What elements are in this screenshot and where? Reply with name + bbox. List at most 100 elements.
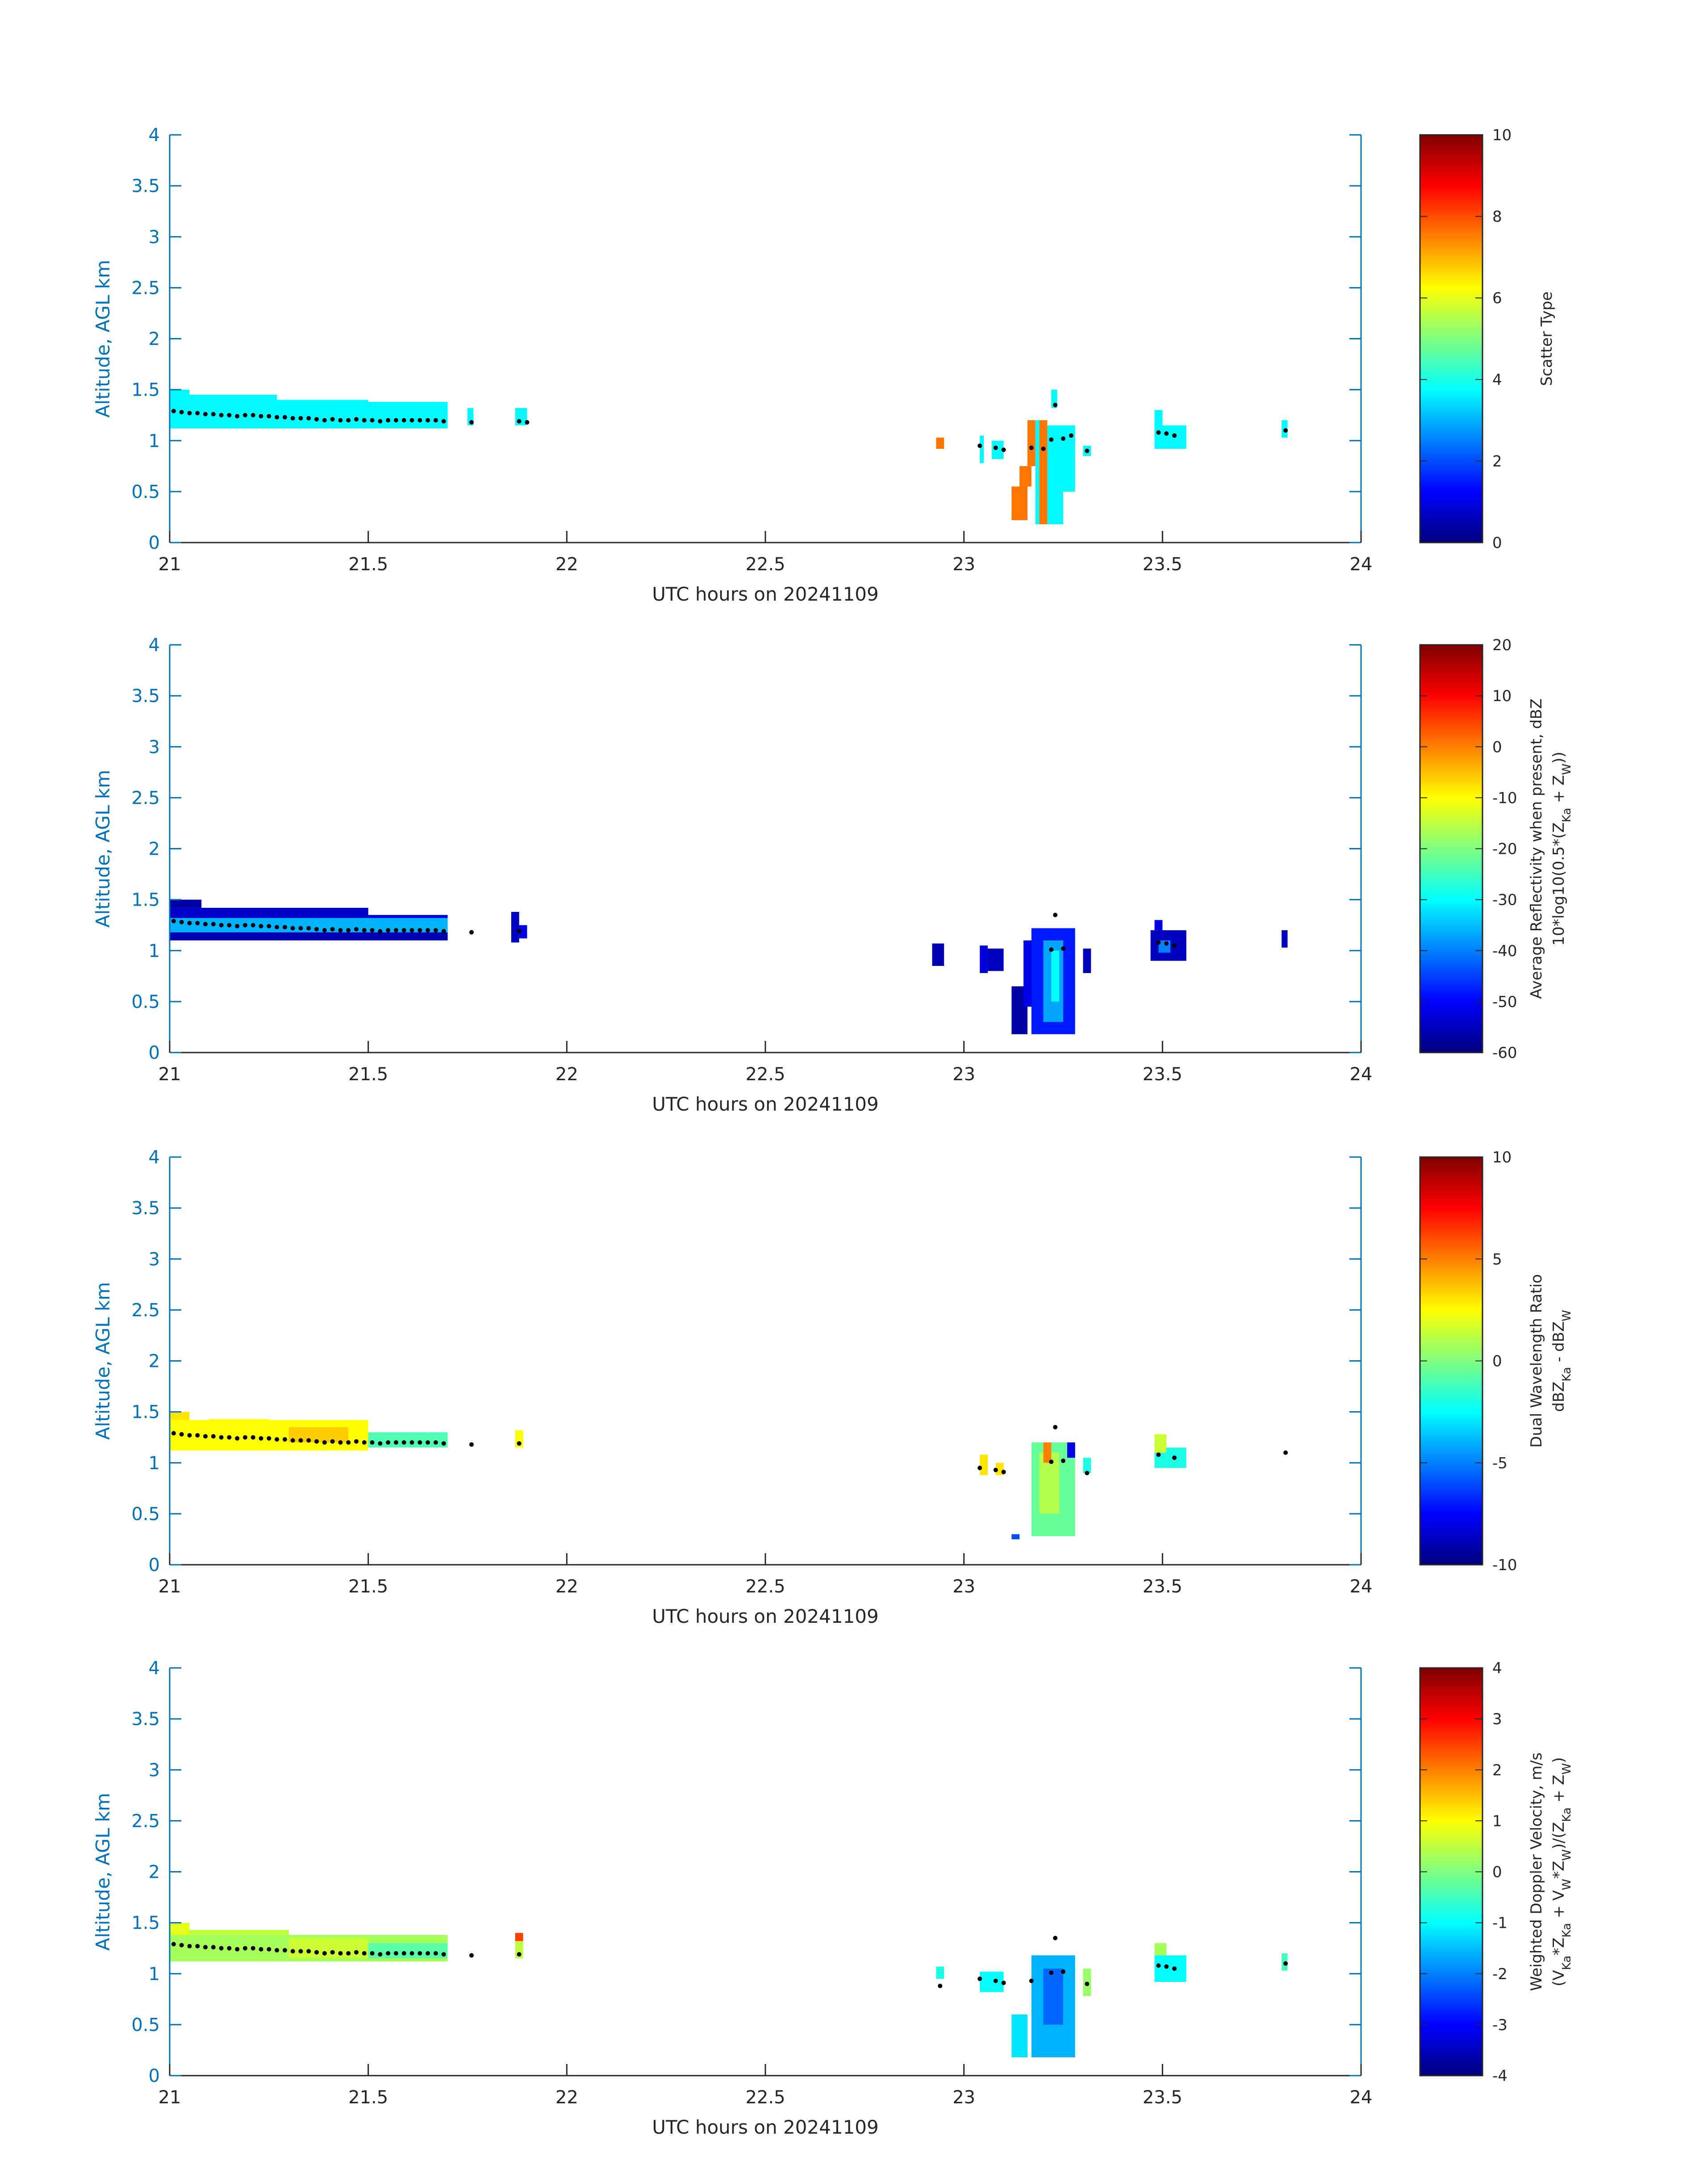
centroid-dot [362, 418, 367, 423]
heatmap-cell [936, 1966, 944, 1979]
x-tick-label: 23.5 [1143, 554, 1182, 575]
x-tick-label: 23 [952, 1576, 975, 1597]
centroid-dot [401, 418, 406, 423]
y-tick-label: 2 [149, 1862, 160, 1883]
centroid-dot [354, 1950, 359, 1955]
centroid-dot [1283, 428, 1288, 433]
y-axis-title: Altitude, AGL km [92, 1793, 114, 1951]
x-tick-label: 24 [1350, 554, 1373, 575]
y-tick-label: 1 [149, 431, 160, 451]
y-tick-label: 2 [149, 839, 160, 860]
colorbar-tick-label: -3 [1492, 2016, 1508, 2034]
x-tick-label: 22.5 [745, 2087, 785, 2108]
heatmap-cell [1011, 2014, 1027, 2057]
centroid-dot [441, 1952, 446, 1957]
centroid-dot [393, 1440, 398, 1445]
centroid-dot [219, 413, 224, 418]
centroid-dot [275, 1437, 280, 1442]
heatmap-cell [932, 943, 944, 966]
centroid-dot [346, 418, 351, 423]
centroid-dot [282, 925, 287, 930]
centroid-dot [1085, 1981, 1090, 1986]
x-tick-label: 23.5 [1143, 2087, 1182, 2108]
centroid-dot [275, 1948, 280, 1953]
centroid-dot [354, 417, 359, 422]
heatmap-cell [1011, 1534, 1020, 1539]
centroid-dot [1029, 1978, 1034, 1983]
centroid-dot [378, 929, 383, 934]
centroid-dot [362, 1951, 367, 1956]
centroid-dot [346, 1951, 351, 1956]
centroid-dot [179, 919, 184, 924]
centroid-dot [235, 414, 240, 418]
x-tick-label: 21 [159, 554, 181, 575]
heatmap-cell [1067, 1442, 1075, 1458]
centroid-dot [235, 1947, 240, 1951]
centroid-dot [211, 1945, 216, 1950]
centroid-dot [1049, 947, 1054, 952]
centroid-dot [275, 415, 280, 420]
centroid-dot [298, 926, 303, 931]
y-tick-label: 4 [149, 635, 160, 656]
centroid-dot [203, 1945, 208, 1950]
centroid-dot [330, 1439, 335, 1444]
centroid-dot [282, 415, 287, 420]
centroid-dot [426, 928, 430, 933]
x-tick-label: 21.5 [348, 1064, 388, 1085]
centroid-dot [219, 1435, 224, 1440]
heatmap-cell [209, 1419, 269, 1425]
y-tick-label: 0.5 [131, 1504, 160, 1525]
x-tick-label: 22 [555, 1576, 578, 1597]
centroid-dot [386, 1951, 391, 1956]
colorbar-tick-label: -20 [1492, 840, 1517, 858]
centroid-dot [993, 1978, 998, 1983]
centroid-dot [322, 418, 327, 423]
centroid-dot [346, 928, 351, 933]
y-tick-label: 2.5 [131, 788, 160, 808]
centroid-dot [469, 1953, 474, 1958]
centroid-dot [409, 1951, 414, 1956]
colorbar-tick-label: -2 [1492, 1965, 1508, 1983]
centroid-dot [370, 418, 375, 423]
colorbar-tick-label: -10 [1492, 789, 1517, 807]
centroid-dot [314, 1439, 319, 1444]
y-tick-label: 2.5 [131, 278, 160, 298]
centroid-dot [322, 1951, 327, 1956]
centroid-dot [282, 1948, 287, 1953]
x-tick-label: 22.5 [745, 1576, 785, 1597]
y-tick-label: 1.5 [131, 890, 160, 911]
x-tick-label: 23 [952, 2087, 975, 2108]
centroid-dots [171, 1425, 1288, 1475]
y-tick-label: 2.5 [131, 1300, 160, 1320]
centroid-dot [469, 420, 474, 425]
centroid-dot [370, 928, 375, 933]
centroid-dot [977, 443, 982, 448]
heatmap-cell [980, 1454, 988, 1475]
centroid-dot [227, 413, 232, 418]
centroid-dot [433, 928, 438, 933]
centroid-dot [1283, 1961, 1288, 1966]
centroid-dots [171, 402, 1288, 453]
centroid-dot [433, 418, 438, 423]
centroid-dot [386, 418, 391, 423]
centroid-dot [259, 1436, 263, 1441]
centroid-dot [1156, 1452, 1161, 1457]
centroid-dot [386, 928, 391, 933]
y-tick-label: 3.5 [131, 686, 160, 706]
y-tick-label: 1.5 [131, 380, 160, 401]
centroid-dot [1049, 437, 1054, 442]
colorbar: -4 -3 -2 -1 0 1 2 3 4 Weighted Doppler Velocity, … [1419, 1659, 1574, 2085]
centroid-dot [401, 1951, 406, 1956]
centroid-dot [418, 1951, 422, 1956]
centroid-dot [1283, 1450, 1288, 1455]
centroid-dots [171, 912, 1177, 952]
centroid-dot [370, 1440, 375, 1445]
centroid-dot [1053, 1935, 1058, 1940]
colorbar-tick-label: 1 [1492, 1812, 1502, 1830]
colorbar-label: Dual Wavelength Ratio [1528, 1274, 1545, 1448]
y-tick-label: 0 [149, 2066, 160, 2086]
heatmap-cell [170, 1922, 190, 1935]
x-tick-label: 24 [1350, 1576, 1373, 1597]
centroid-dot [393, 418, 398, 423]
heatmap-cells [170, 1922, 1288, 2057]
